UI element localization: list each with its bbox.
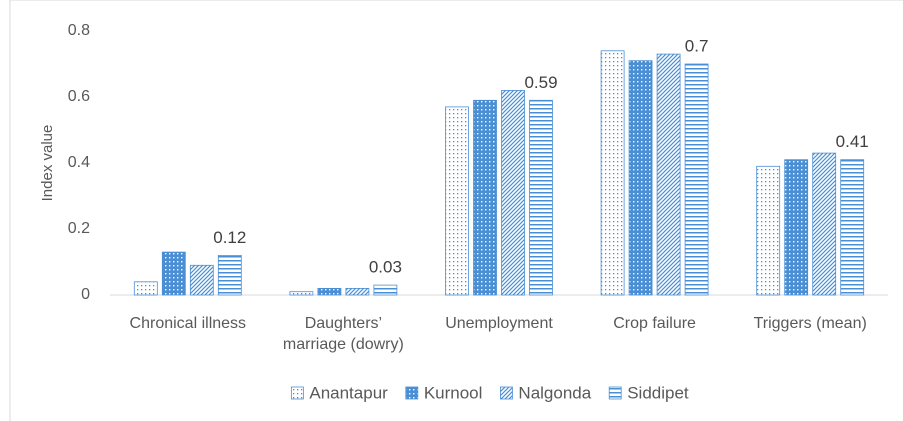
data-label: 0.59	[524, 73, 557, 92]
bar	[289, 291, 314, 296]
bar	[217, 254, 242, 296]
legend-label: Kurnool	[424, 383, 483, 402]
y-tick-label: 0.2	[68, 220, 90, 237]
bar	[189, 264, 214, 296]
data-label: 0.7	[685, 36, 709, 55]
x-tick-label: Unemployment	[445, 315, 553, 332]
bar	[756, 165, 781, 296]
x-tick-label: Daughters’ marriage (dowry)	[282, 315, 404, 353]
bar	[133, 281, 158, 296]
x-tick-label: Crop failure	[613, 315, 696, 332]
bar	[445, 106, 469, 296]
bar	[812, 152, 837, 296]
bar	[656, 53, 681, 296]
y-axis-label: Index value	[39, 125, 56, 202]
bar	[600, 50, 625, 296]
legend-label: Nalgonda	[518, 383, 591, 402]
legend-swatch	[290, 386, 304, 400]
data-label: 0.41	[836, 132, 869, 151]
bar	[345, 287, 370, 296]
data-label: 0.03	[369, 258, 402, 277]
data-label: 0.12	[213, 228, 246, 247]
bar	[684, 63, 709, 296]
bar	[373, 284, 398, 296]
legend: Anantapur Kurnool Nalgonda Siddipet	[290, 383, 689, 402]
legend-swatch	[405, 386, 419, 400]
y-tick-label: 0.8	[68, 22, 90, 39]
x-tick-label: Chronical illness	[129, 315, 247, 332]
bar	[784, 159, 809, 296]
y-tick-label: 0.4	[68, 154, 90, 171]
bar	[628, 60, 653, 296]
legend-label: Siddipet	[627, 383, 689, 402]
y-tick-label: 0.6	[68, 88, 90, 105]
y-tick-label: 0	[81, 286, 90, 303]
bar	[317, 287, 342, 296]
legend-swatch	[500, 386, 513, 400]
x-tick-label: Triggers (mean)	[753, 315, 867, 332]
bar	[161, 251, 186, 296]
chart-frame	[9, 0, 903, 421]
bar	[529, 99, 553, 296]
legend-label: Anantapur	[309, 383, 388, 402]
bar	[840, 159, 865, 296]
legend-swatch	[608, 386, 622, 400]
bar	[473, 99, 497, 296]
bar	[501, 90, 525, 296]
